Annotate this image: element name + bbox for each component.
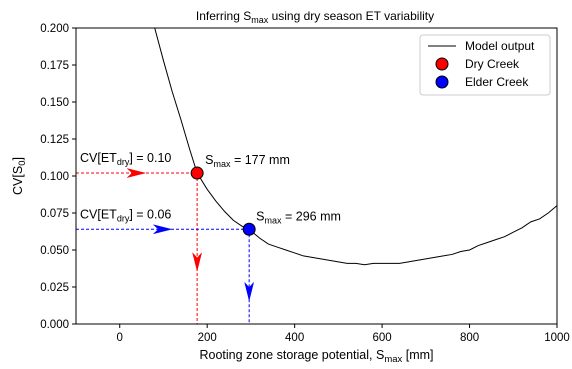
y-tick-label: 0.150 xyxy=(40,97,69,109)
y-tick-label: 0.000 xyxy=(40,319,69,331)
y-tick-label: 0.050 xyxy=(40,245,69,257)
dry-creek-horizontal-arrow xyxy=(127,168,146,178)
legend-marker-elder-creek xyxy=(435,75,449,89)
y-tick-label: 0.175 xyxy=(40,60,69,72)
axes: 0 200 400 600 800 1000 0.000 0.025 0.050 0.075 0.1… xyxy=(40,23,570,344)
elder-creek-point xyxy=(242,222,256,236)
x-axis-title: Rooting zone storage potential, Smax [mm… xyxy=(199,348,433,365)
annotation-dry-creek-smax: Smax = 177 mm xyxy=(205,153,290,169)
guide-lines xyxy=(76,168,254,324)
legend-marker-dry-creek xyxy=(435,57,449,71)
x-tick-label: 1000 xyxy=(544,332,570,344)
y-tick-label: 0.125 xyxy=(40,134,69,146)
model-output-curve-group xyxy=(154,28,557,266)
data-points xyxy=(190,166,256,236)
elder-creek-horizontal-arrow xyxy=(153,224,172,235)
annotation-elder-creek-smax: Smax = 296 mm xyxy=(256,209,341,225)
legend-box xyxy=(419,34,551,96)
elder-creek-vertical-arrow xyxy=(244,282,254,301)
legend-label-dry-creek: Dry Creek xyxy=(465,57,520,71)
legend-label-elder-creek: Elder Creek xyxy=(465,75,529,89)
x-tick-label: 400 xyxy=(285,332,304,344)
x-tick-label: 0 xyxy=(117,332,123,344)
y-axis-title: CV[S0] xyxy=(11,157,28,195)
x-tick-label: 800 xyxy=(460,332,479,344)
y-tick-label: 0.025 xyxy=(40,282,69,294)
legend-label-model-output: Model output xyxy=(465,39,535,53)
model-output-line xyxy=(154,28,557,266)
dry-creek-point xyxy=(190,166,204,180)
annotations: CV[ETdry] = 0.10 Smax = 177 mm CV[ETdry]… xyxy=(80,151,341,225)
y-tick-label: 0.075 xyxy=(40,208,69,220)
y-tick-label: 0.200 xyxy=(40,23,69,35)
chart-title: Inferring Smax using dry season ET varia… xyxy=(196,9,434,25)
dry-creek-vertical-arrow xyxy=(192,252,202,271)
x-tick-label: 600 xyxy=(372,332,391,344)
legend: Model output Dry Creek Elder Creek xyxy=(419,34,551,96)
annotation-elder-creek-cv: CV[ETdry] = 0.06 xyxy=(80,207,171,223)
y-tick-label: 0.100 xyxy=(40,171,69,183)
x-tick-label: 200 xyxy=(198,332,217,344)
annotation-dry-creek-cv: CV[ETdry] = 0.10 xyxy=(80,151,171,167)
